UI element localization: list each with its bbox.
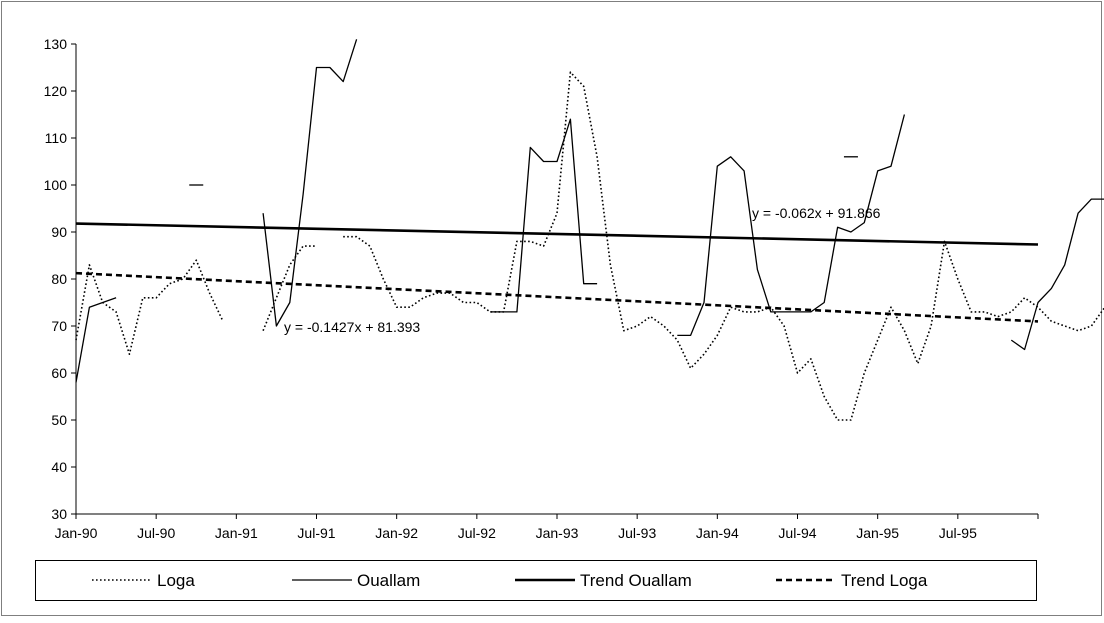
series-ouallam-line-0: [75, 297, 117, 383]
series-ouallam-line-2: [490, 118, 598, 313]
legend-label-trend-ouallam: Trend Ouallam: [580, 571, 692, 590]
x-tick-label-jan-95: Jan-95: [856, 525, 899, 541]
x-tick-label-jan-92: Jan-92: [375, 525, 418, 541]
series-ouallam: [75, 39, 1104, 383]
legend-label-loga: Loga: [157, 571, 195, 590]
series-ouallam-line-1: [262, 39, 358, 327]
annotation-layer: y = -0.062x + 91.866 y = -0.1427x + 81.39…: [284, 205, 881, 335]
y-tick-label-80: 80: [51, 271, 67, 287]
y-tick-label-90: 90: [51, 224, 67, 240]
trendline-trend-ouallam: [75, 222, 1039, 246]
series-layer: [75, 39, 1104, 421]
legend-item-loga: Loga: [92, 571, 195, 590]
series-trend-ouallam: [75, 222, 1039, 246]
plot-area: [76, 44, 1038, 514]
x-tick-label-jul-90: Jul-90: [137, 525, 175, 541]
trendline-trend-loga: [75, 271, 1039, 323]
x-tick-label-jul-92: Jul-92: [458, 525, 496, 541]
x-tick-label-jul-94: Jul-94: [778, 525, 816, 541]
x-tick-label-jan-90: Jan-90: [55, 525, 98, 541]
legend-item-trend-loga: Trend Loga: [776, 571, 928, 590]
y-tick-label-120: 120: [44, 83, 68, 99]
y-tick-label-30: 30: [51, 506, 67, 522]
y-tick-label-50: 50: [51, 412, 67, 428]
x-tick-label-jul-93: Jul-93: [618, 525, 656, 541]
x-tick-label-jan-93: Jan-93: [536, 525, 579, 541]
legend-item-ouallam: Ouallam: [292, 571, 420, 590]
y-tick-label-40: 40: [51, 459, 67, 475]
legend: Loga Ouallam Trend Ouallam Trend Loga: [35, 560, 1037, 601]
trend-equation-trend-ouallam: y = -0.062x + 91.866: [752, 205, 881, 221]
series-trend-loga: [75, 271, 1039, 323]
y-tick-label-60: 60: [51, 365, 67, 381]
y-tick-label-70: 70: [51, 318, 67, 334]
x-tick-label-jul-95: Jul-95: [939, 525, 977, 541]
x-tick-label-jul-91: Jul-91: [297, 525, 335, 541]
axis-layer: 30 40 50 60 70 80 90 100 110 120 130 Jan-90 Jul-90 Ja…: [44, 36, 1039, 541]
trend-equation-trend-loga: y = -0.1427x + 81.393: [284, 319, 420, 335]
y-tick-label-130: 130: [44, 36, 68, 52]
x-tick-label-jan-91: Jan-91: [215, 525, 258, 541]
series-loga-line-2: [343, 71, 1104, 421]
series-ouallam-line-3: [677, 114, 906, 337]
legend-label-ouallam: Ouallam: [357, 571, 420, 590]
y-tick-label-100: 100: [44, 177, 68, 193]
series-ouallam-line-4: [1010, 198, 1104, 351]
y-tick-label-110: 110: [45, 130, 68, 146]
legend-label-trend-loga: Trend Loga: [841, 571, 928, 590]
x-tick-label-jan-94: Jan-94: [696, 525, 739, 541]
series-loga: [75, 71, 1104, 421]
legend-item-trend-ouallam: Trend Ouallam: [515, 571, 692, 590]
